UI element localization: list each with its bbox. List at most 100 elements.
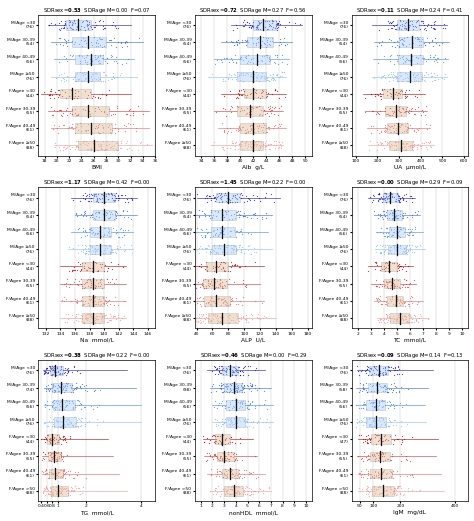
Point [72, 275, 79, 283]
Point [100, 42, 108, 50]
Point [242, 110, 250, 118]
Point [128, 241, 135, 250]
Point [211, 283, 219, 292]
Point [396, 365, 403, 374]
Point [82, 249, 90, 257]
Point [111, 21, 119, 30]
Point [359, 383, 366, 391]
Point [83, 94, 91, 102]
Point [207, 191, 214, 200]
Point [409, 318, 416, 326]
Point [383, 382, 390, 391]
Point [81, 36, 89, 44]
Point [256, 19, 264, 28]
Point [211, 484, 219, 492]
Point [412, 128, 419, 136]
Point [239, 70, 247, 79]
Point [200, 294, 207, 302]
Point [368, 381, 375, 390]
Point [236, 366, 244, 375]
Point [255, 127, 262, 135]
Point [385, 249, 392, 257]
Point [218, 247, 226, 255]
Point [97, 296, 104, 305]
Point [354, 362, 361, 370]
Point [373, 423, 381, 431]
Point [120, 213, 128, 221]
Point [49, 403, 56, 411]
Point [220, 266, 228, 274]
Point [65, 283, 73, 291]
Point [70, 16, 78, 24]
Point [120, 312, 128, 320]
Point [256, 197, 264, 206]
Point [374, 483, 382, 491]
Point [225, 318, 233, 327]
Point [65, 142, 73, 151]
Point [393, 294, 401, 303]
Point [223, 248, 231, 256]
Point [243, 416, 250, 425]
Point [223, 241, 231, 250]
Point [62, 310, 70, 318]
Point [112, 312, 119, 320]
Point [408, 247, 416, 256]
Point [383, 388, 391, 396]
Point [107, 249, 114, 257]
Point [398, 225, 405, 233]
Point [394, 214, 402, 222]
Point [98, 142, 105, 151]
Point [122, 122, 130, 130]
Point [254, 25, 262, 33]
Point [211, 193, 219, 201]
Point [62, 474, 69, 482]
Bar [389, 227, 405, 237]
Point [78, 317, 85, 326]
Point [238, 38, 246, 46]
Point [73, 471, 81, 479]
Point [108, 210, 116, 218]
Point [264, 141, 272, 150]
Point [397, 71, 405, 79]
Point [278, 68, 286, 76]
Point [402, 452, 410, 460]
Point [369, 450, 376, 458]
Point [270, 198, 277, 206]
Point [353, 418, 361, 427]
Point [238, 91, 246, 100]
Point [394, 74, 402, 82]
Point [107, 248, 115, 256]
Point [73, 266, 81, 275]
Point [214, 370, 221, 378]
Point [84, 314, 91, 322]
Point [223, 299, 231, 307]
Point [222, 368, 229, 376]
Point [111, 247, 118, 256]
Point [81, 54, 88, 63]
Point [91, 281, 99, 289]
Point [231, 491, 239, 500]
Point [409, 231, 417, 239]
Point [375, 190, 383, 199]
Point [232, 421, 239, 429]
Point [387, 385, 394, 393]
Point [98, 190, 105, 198]
Point [403, 241, 411, 249]
Point [219, 485, 227, 493]
Point [361, 437, 369, 445]
Point [73, 142, 81, 151]
Point [430, 25, 438, 33]
Point [83, 231, 91, 240]
Bar [370, 469, 392, 478]
Point [57, 364, 65, 373]
Bar [82, 313, 104, 323]
Point [217, 189, 224, 197]
Point [246, 18, 253, 27]
Point [205, 311, 213, 319]
Point [211, 231, 219, 240]
Point [236, 398, 244, 406]
Point [235, 36, 242, 44]
Point [41, 450, 49, 458]
Point [403, 70, 410, 78]
Point [374, 59, 382, 67]
